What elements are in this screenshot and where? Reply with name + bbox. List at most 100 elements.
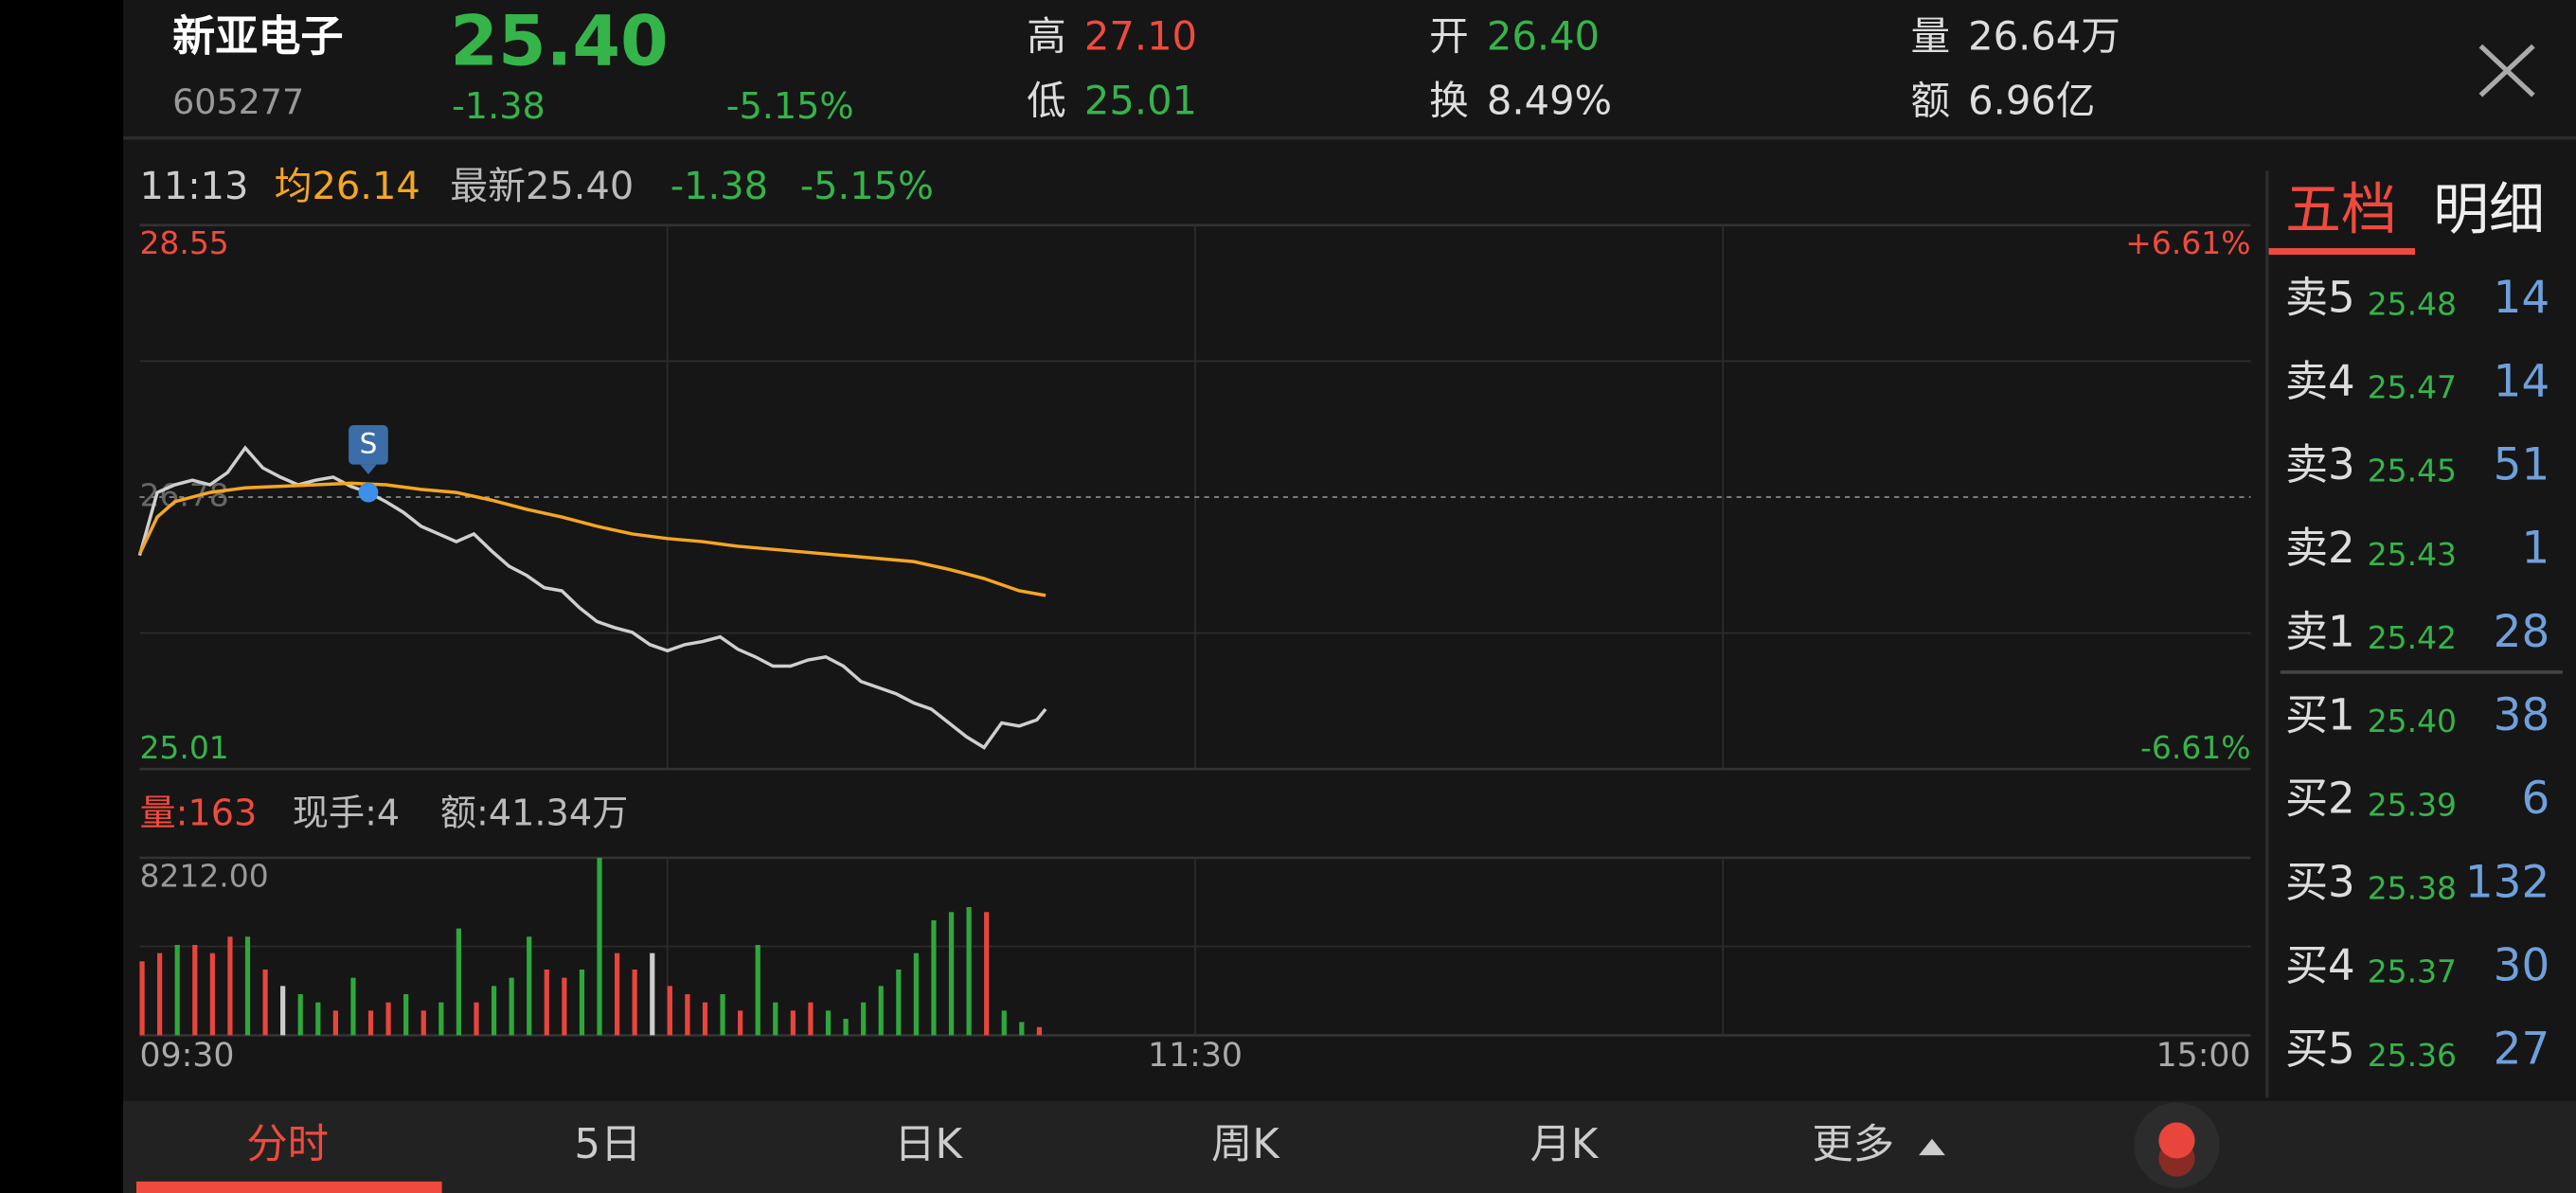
book-price: 25.38 bbox=[2368, 869, 2457, 906]
tab[interactable]: 更多 bbox=[1812, 1121, 1894, 1168]
value: 6.96亿 bbox=[1968, 77, 2095, 123]
volume-bar bbox=[861, 1002, 867, 1036]
volume-bar bbox=[420, 1010, 426, 1036]
volume-bar bbox=[438, 1002, 444, 1036]
close-button[interactable] bbox=[2478, 44, 2535, 98]
volume-bar bbox=[808, 1002, 814, 1036]
volume-bar bbox=[720, 994, 725, 1036]
book-label: 买1 bbox=[2285, 689, 2355, 739]
tab-underline bbox=[2268, 248, 2415, 256]
volume-bar bbox=[385, 1002, 391, 1036]
volume-bar bbox=[738, 1010, 743, 1036]
y-tick-label: 28.55 bbox=[139, 224, 228, 261]
volume-bar bbox=[597, 857, 602, 1036]
volume-bar bbox=[667, 986, 672, 1036]
book-label: 买5 bbox=[2285, 1024, 2355, 1074]
volume-bar bbox=[509, 977, 514, 1036]
tab[interactable]: 月K bbox=[1530, 1121, 1600, 1168]
book-volume: 30 bbox=[2494, 940, 2550, 991]
book-volume: 27 bbox=[2494, 1024, 2550, 1076]
book-price: 25.45 bbox=[2368, 453, 2457, 490]
volume-bar bbox=[350, 977, 356, 1036]
price: 25.40 bbox=[450, 2, 668, 82]
volume-bar bbox=[403, 994, 409, 1036]
change: -1.38 bbox=[452, 86, 546, 128]
order-tab[interactable]: 五档 bbox=[2285, 177, 2397, 242]
volume-bar bbox=[702, 1002, 708, 1036]
volume-bar bbox=[1001, 1010, 1007, 1036]
volume-bar bbox=[825, 1010, 832, 1036]
book-label: 卖2 bbox=[2285, 523, 2355, 573]
book-volume: 6 bbox=[2521, 774, 2549, 825]
value: 27.10 bbox=[1084, 13, 1197, 60]
info-latest: 最新25.40 bbox=[450, 165, 634, 208]
volume-bar bbox=[948, 912, 955, 1036]
volume-bar bbox=[984, 912, 990, 1036]
signal-label: S bbox=[360, 427, 378, 459]
book-volume: 1 bbox=[2521, 524, 2549, 575]
x-tick-label: 11:30 bbox=[1148, 1037, 1243, 1075]
tab[interactable]: 5日 bbox=[574, 1121, 641, 1168]
icon bbox=[2158, 1122, 2195, 1159]
signal-badge bbox=[349, 424, 388, 465]
change-pct: -5.15% bbox=[726, 86, 854, 128]
volume-bar bbox=[456, 928, 462, 1036]
volume-bar bbox=[367, 1010, 374, 1036]
tab[interactable]: 分时 bbox=[246, 1121, 329, 1168]
book-label: 买2 bbox=[2285, 774, 2355, 824]
more-arrow bbox=[1919, 1138, 1945, 1156]
volume-info: 现手:4 bbox=[293, 792, 400, 834]
volume-bar bbox=[174, 944, 180, 1036]
volume-bar bbox=[632, 970, 637, 1036]
volume-bar bbox=[650, 953, 655, 1036]
app-background bbox=[123, 0, 2576, 1193]
y-tick-label: 25.01 bbox=[139, 729, 228, 766]
volume-bar bbox=[192, 944, 198, 1036]
volume-bar bbox=[297, 994, 303, 1036]
volume-bar bbox=[1019, 1022, 1025, 1036]
volume-bar bbox=[790, 1010, 796, 1036]
volume-bar bbox=[966, 907, 972, 1036]
volume-bar bbox=[843, 1019, 849, 1036]
volume-info: 量:163 bbox=[139, 792, 257, 834]
info-avg: 均26.14 bbox=[275, 165, 420, 208]
volume-bar bbox=[209, 953, 215, 1036]
volume-bar bbox=[332, 1010, 338, 1036]
y2-tick-label: +6.61% bbox=[2125, 224, 2250, 261]
book-volume: 28 bbox=[2494, 607, 2550, 658]
stock-name: 新亚电子 bbox=[172, 11, 343, 62]
book-price: 25.42 bbox=[2368, 619, 2457, 656]
signal-pointer bbox=[360, 464, 377, 475]
volume-info: 额:41.34万 bbox=[440, 792, 628, 834]
book-volume: 14 bbox=[2494, 356, 2550, 407]
order-tab[interactable]: 明细 bbox=[2433, 177, 2545, 242]
volume-bar bbox=[262, 970, 268, 1036]
volume-bar bbox=[896, 970, 902, 1036]
book-label: 卖3 bbox=[2285, 439, 2355, 490]
volume-bar bbox=[878, 986, 884, 1036]
y-tick-label: 8212.00 bbox=[139, 857, 268, 894]
volume-bar bbox=[527, 936, 532, 1036]
price-line bbox=[137, 445, 1047, 750]
volume-bar bbox=[773, 1002, 778, 1036]
price-line bbox=[137, 481, 1046, 597]
tab[interactable]: 周K bbox=[1211, 1121, 1280, 1168]
volume-bar bbox=[280, 986, 286, 1036]
volume-bar bbox=[579, 970, 585, 1036]
x-tick-label: 09:30 bbox=[139, 1037, 234, 1075]
volume-bar bbox=[315, 1002, 321, 1036]
volume-bar bbox=[685, 994, 690, 1036]
volume-bar bbox=[614, 953, 620, 1036]
book-price: 25.37 bbox=[2368, 953, 2457, 990]
volume-bar bbox=[244, 936, 251, 1036]
value: 26.40 bbox=[1487, 13, 1600, 60]
book-volume: 38 bbox=[2494, 690, 2550, 741]
book-label: 买3 bbox=[2285, 857, 2355, 907]
tab[interactable]: 日K bbox=[894, 1121, 963, 1168]
book-label: 卖1 bbox=[2285, 606, 2355, 656]
value: 8.49% bbox=[1487, 77, 1612, 123]
info-time: 11:13 bbox=[139, 165, 248, 208]
volume-bar bbox=[562, 977, 567, 1036]
